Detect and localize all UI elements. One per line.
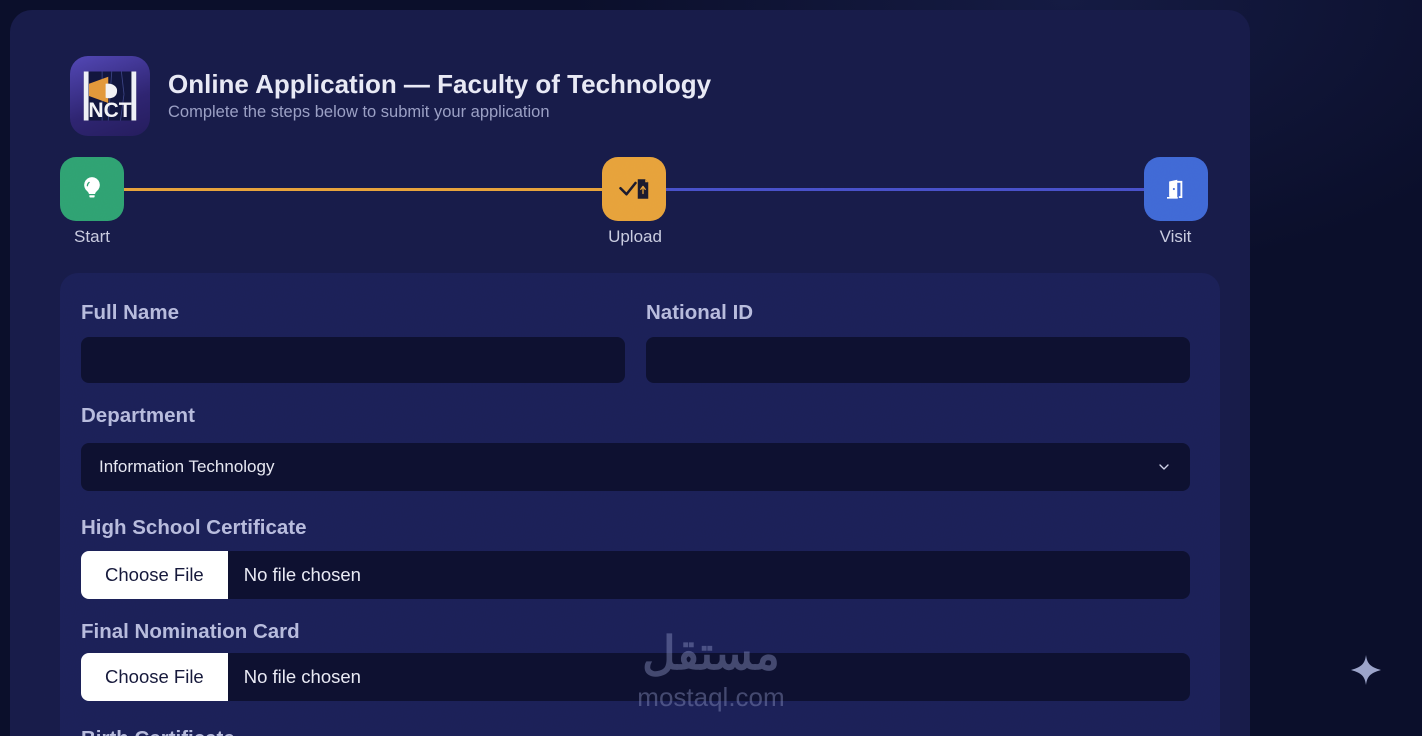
svg-text:NCT: NCT xyxy=(88,99,131,122)
